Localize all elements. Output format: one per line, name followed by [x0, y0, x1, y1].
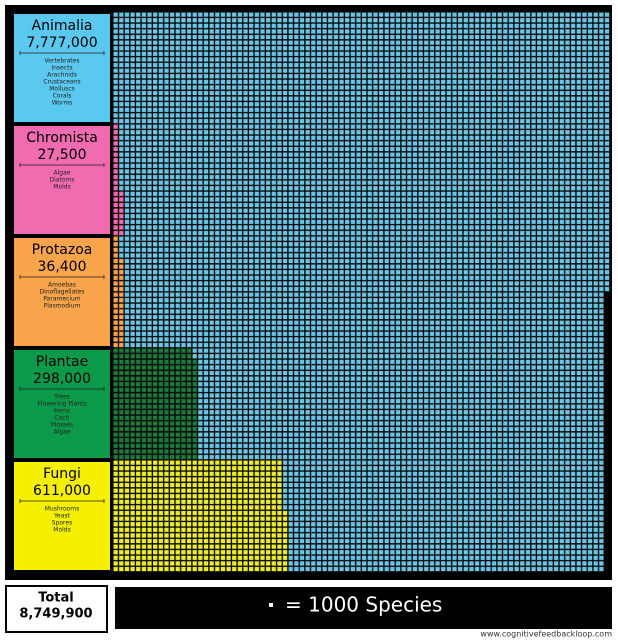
example: Yeast [53, 513, 70, 520]
legend-box [115, 587, 612, 629]
example: Cacti [54, 415, 70, 422]
waffle-region [113, 236, 125, 348]
category-box [14, 126, 110, 234]
example: Arachnids [47, 72, 77, 79]
example: Crustaceans [43, 79, 80, 86]
category-box [14, 350, 110, 458]
waffle-region [113, 348, 198, 460]
waffle-region [113, 124, 125, 236]
category-value: 36,400 [38, 259, 87, 275]
example: Flowering Plants [37, 401, 86, 408]
category-name: Protazoa [32, 242, 93, 258]
example: Trees [53, 394, 70, 401]
legend-dot [269, 603, 273, 607]
example: Insects [51, 65, 72, 72]
example: Paramecium [43, 296, 80, 303]
category-name: Chromista [26, 130, 98, 146]
example: Algae [54, 170, 71, 177]
example: Molluscs [49, 86, 75, 93]
category-box [14, 14, 110, 122]
example: Corals [53, 93, 72, 100]
example: Vertebrates [45, 58, 80, 65]
category-value: 298,000 [33, 371, 91, 387]
total-inner [7, 587, 106, 631]
waffle-region [113, 12, 610, 572]
example: Molds [53, 184, 70, 191]
example: Spores [52, 520, 72, 527]
legend-label: = 1000 Species [285, 593, 442, 617]
example: Dinoflagellates [40, 289, 85, 296]
example: Worms [52, 100, 73, 107]
divider [19, 163, 105, 167]
example: Ferns [54, 408, 70, 415]
category-name: Fungi [43, 466, 81, 482]
divider [19, 387, 105, 391]
example: Mushrooms [45, 506, 80, 513]
divider [19, 275, 105, 279]
category-name: Plantae [36, 354, 88, 370]
example: Plasmodium [44, 303, 81, 310]
category-name: Animalia [32, 18, 93, 34]
example: Amoebas [48, 282, 76, 289]
category-value: 611,000 [33, 483, 91, 499]
category-box [14, 238, 110, 346]
category-box [14, 462, 110, 570]
example: Mosses [51, 422, 73, 429]
waffle-region [113, 460, 289, 572]
example: Molds [53, 527, 70, 534]
example: Algae [54, 429, 71, 436]
source: www.cognitivefeedbackloop.com [480, 630, 612, 639]
total-value: 8,749,900 [19, 607, 92, 622]
total-title: Total [38, 591, 74, 606]
example: Diatoms [50, 177, 75, 184]
category-value: 7,777,000 [26, 35, 97, 51]
category-value: 27,500 [38, 147, 87, 163]
divider [19, 499, 105, 503]
divider [19, 51, 105, 55]
